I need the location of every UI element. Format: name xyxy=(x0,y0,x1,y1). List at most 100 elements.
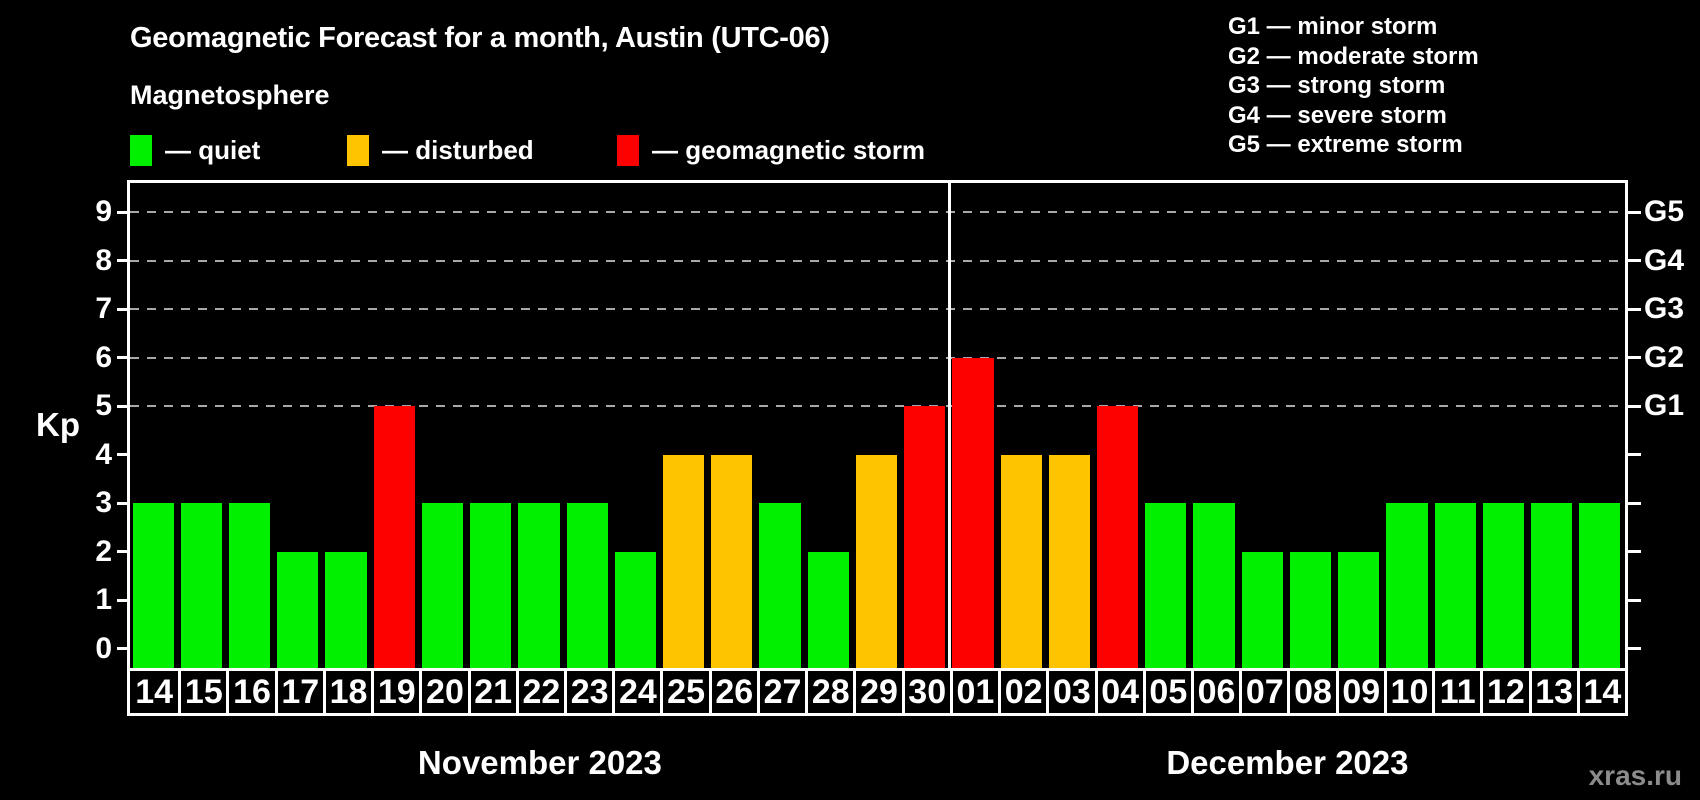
y-axis-tick xyxy=(117,453,130,457)
day-label-cell: 09 xyxy=(1335,671,1384,713)
kp-bar xyxy=(1531,503,1573,668)
kp-bar xyxy=(759,503,801,668)
right-axis-tick xyxy=(1628,307,1641,311)
day-label-cell: 11 xyxy=(1432,671,1480,713)
right-axis-tick xyxy=(1628,598,1641,602)
day-label-cell: 08 xyxy=(1287,671,1335,713)
kp-bar xyxy=(904,406,946,668)
quiet-color-swatch xyxy=(130,134,152,166)
kp-bar xyxy=(373,406,415,668)
day-label-cell: 22 xyxy=(515,671,564,713)
g4-legend-line: G4 — severe storm xyxy=(1228,101,1447,129)
kp-bar xyxy=(711,454,753,668)
right-axis-tick xyxy=(1628,356,1641,360)
right-axis-tick xyxy=(1628,647,1641,651)
g5-legend-line: G5 — extreme storm xyxy=(1228,131,1463,159)
y-tick-label: 1 xyxy=(95,583,112,617)
y-axis-tick xyxy=(117,259,130,263)
kp-bar xyxy=(421,503,464,668)
day-label-cell: 02 xyxy=(998,671,1046,713)
kp-bar xyxy=(807,551,849,668)
y-tick-label: 2 xyxy=(95,534,112,568)
kp-bar xyxy=(132,503,174,668)
day-label-cell: 26 xyxy=(708,671,757,713)
day-label-cell: 14 xyxy=(135,673,174,711)
y-axis-tick xyxy=(117,550,130,554)
day-label-cell: 07 xyxy=(1239,671,1287,713)
y-tick-label: 6 xyxy=(95,340,112,374)
kp-bar xyxy=(1145,503,1187,668)
day-label-cell: 19 xyxy=(371,671,419,713)
y-axis-tick xyxy=(117,210,130,214)
kp-bar xyxy=(518,503,560,668)
disturbed-legend-text: — disturbed xyxy=(382,134,534,165)
kp-bar xyxy=(277,551,319,668)
y-tick-label: 3 xyxy=(95,486,112,520)
day-label-cell: 20 xyxy=(419,671,467,713)
kp-bar xyxy=(1434,503,1476,668)
day-label-cell: 14 xyxy=(1576,671,1625,713)
y-axis-tick xyxy=(117,598,130,602)
right-axis-tick xyxy=(1628,210,1641,214)
kp-bar xyxy=(1193,503,1235,668)
day-label-cell: 16 xyxy=(226,671,274,713)
g-level-label: G1 xyxy=(1644,389,1685,423)
kp-bar xyxy=(566,503,608,668)
month-label-december: December 2023 xyxy=(1166,744,1409,781)
legend-item-disturbed: — disturbed xyxy=(347,134,534,166)
right-axis-tick xyxy=(1628,404,1641,408)
right-axis-tick xyxy=(1628,259,1641,263)
kp-bar xyxy=(952,357,994,668)
y-tick-label: 0 xyxy=(95,631,112,665)
gridline-kp5 xyxy=(130,405,1625,408)
storm-color-swatch xyxy=(617,134,639,166)
y-tick-label: 9 xyxy=(95,195,112,229)
y-tick-label: 5 xyxy=(95,389,112,423)
day-label-cell: 17 xyxy=(274,671,323,713)
day-label-cell: 28 xyxy=(805,671,853,713)
day-label-cell: 10 xyxy=(1383,671,1432,713)
g-level-label: G2 xyxy=(1644,340,1685,374)
kp-bar xyxy=(180,503,222,668)
y-tick-label: 7 xyxy=(95,292,112,326)
day-label-cell: 21 xyxy=(467,671,516,713)
kp-bar xyxy=(1097,406,1139,668)
day-label-cell: 27 xyxy=(756,671,805,713)
kp-bar xyxy=(1386,503,1428,668)
kp-bar xyxy=(1241,551,1283,668)
legend-item-quiet: — quiet xyxy=(130,134,260,166)
kp-bar xyxy=(325,551,367,668)
day-label-cell: 12 xyxy=(1480,671,1528,713)
day-label-cell: 15 xyxy=(178,671,226,713)
y-axis-tick xyxy=(117,501,130,505)
day-label-cell: 23 xyxy=(564,671,612,713)
kp-bar xyxy=(1579,503,1621,668)
day-label-cell: 29 xyxy=(853,671,901,713)
g-level-label: G3 xyxy=(1644,292,1685,326)
quiet-legend-text: — quiet xyxy=(165,134,261,165)
kp-bar xyxy=(614,551,656,668)
kp-bar xyxy=(1482,503,1525,668)
day-label-cell: 13 xyxy=(1528,671,1577,713)
g1-legend-line: G1 — minor storm xyxy=(1228,13,1438,40)
day-label-cell: 18 xyxy=(322,671,371,713)
watermark: xras.ru xyxy=(1588,760,1682,791)
kp-bar xyxy=(662,454,705,668)
day-label-cell: 06 xyxy=(1190,671,1239,713)
kp-bar xyxy=(1000,454,1042,668)
disturbed-color-swatch xyxy=(347,134,369,166)
day-label-cell: 04 xyxy=(1094,671,1143,713)
right-axis-tick xyxy=(1628,501,1641,505)
day-label-cell: 24 xyxy=(612,671,660,713)
chart-title: Geomagnetic Forecast for a month, Austin… xyxy=(130,22,830,54)
storm-scale-legend: G1 — minor storm G2 — moderate storm G3 … xyxy=(1228,12,1479,160)
kp-bar xyxy=(470,503,512,668)
y-axis-tick xyxy=(117,356,130,360)
gridline-kp9 xyxy=(130,211,1625,214)
day-label-cell: 05 xyxy=(1142,671,1191,713)
day-label-cell: 25 xyxy=(660,671,708,713)
legend-item-storm: — geomagnetic storm xyxy=(617,134,925,166)
storm-legend-text: — geomagnetic storm xyxy=(652,134,926,165)
month-label-november: November 2023 xyxy=(417,744,662,781)
